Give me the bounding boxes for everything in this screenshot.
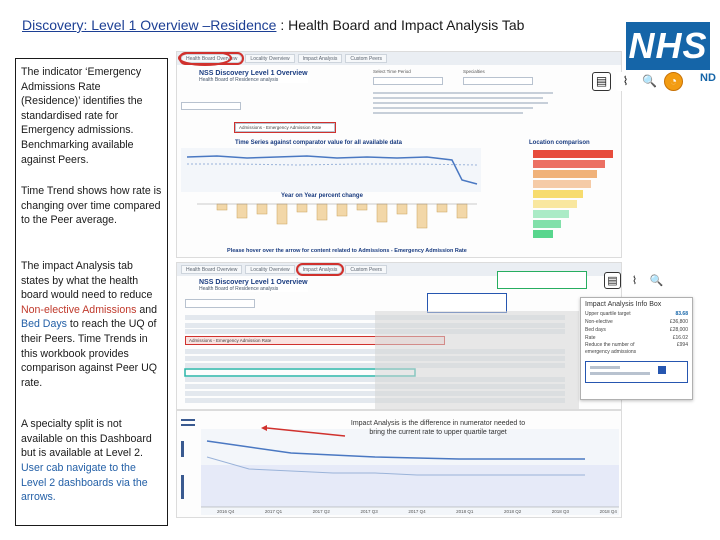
- zoom-icon[interactable]: 🔍: [648, 272, 665, 289]
- info-value: 83.68: [675, 311, 688, 317]
- x-tick: 2018 Q2: [503, 509, 522, 514]
- explanation-para-trend: Time Trend shows how rate is changing ov…: [21, 185, 162, 227]
- pdf-icon[interactable]: ▤: [604, 272, 621, 289]
- bed-days-text: Bed Days: [21, 318, 67, 331]
- tab-locality-overview[interactable]: Locality Overview: [245, 54, 295, 63]
- impact-dashboard-title: NSS Discovery Level 1 Overview: [199, 279, 308, 286]
- time-period-label: Select Time Period: [373, 69, 411, 74]
- yoy-caption: Year on Year percent change: [281, 193, 363, 199]
- overview-graphics: [178, 52, 613, 238]
- x-tick: 2017 Q4: [408, 509, 426, 514]
- info-row: Non-elective £36,800: [585, 318, 688, 326]
- info-value: £28,000: [669, 327, 688, 333]
- info-row: Rate £16.02: [585, 334, 688, 342]
- location-caption: Location comparison: [529, 140, 590, 146]
- impact-dashboard-subtitle: Health Board of Residence analysis: [199, 286, 279, 292]
- impact-heading: NSS Discovery Level 1 Overview Health Bo…: [199, 279, 308, 292]
- tab-health-board-overview[interactable]: Health Board Overview: [178, 52, 245, 65]
- info-legend: [585, 361, 688, 383]
- explanation-para-impact: The impact Analysis tab states by what t…: [21, 259, 162, 390]
- overview-tabbar: Health Board Overview Locality Overview …: [177, 52, 621, 65]
- info-legend-graphic: [590, 366, 666, 375]
- title-rest: : Health Board and Impact Analysis Tab: [276, 17, 525, 33]
- nhs-logo-tail: ND: [700, 72, 716, 84]
- tab-health-board-overview-2[interactable]: Health Board Overview: [181, 265, 243, 274]
- impact-text-b: and: [136, 303, 158, 316]
- overview-screenshot: Health Board Overview Locality Overview …: [176, 51, 622, 258]
- impact-screenshot: Health Board Overview Locality Overview …: [176, 262, 622, 410]
- info-label: Reduce the number of emergency admission…: [585, 342, 637, 355]
- tab-custom-peers-2[interactable]: Custom Peers: [345, 265, 388, 274]
- trend-x-axis: 2016 Q4 2017 Q1 2017 Q2 2017 Q3 2017 Q4 …: [217, 509, 617, 514]
- x-tick: 2018 Q1: [456, 509, 474, 514]
- x-tick: 2017 Q3: [360, 509, 378, 514]
- x-tick: 2016 Q4: [217, 509, 235, 514]
- title-link[interactable]: Discovery: Level 1 Overview –Residence: [22, 17, 277, 33]
- zoom-icon[interactable]: 🔍: [640, 71, 659, 91]
- x-tick: 2017 Q1: [264, 509, 283, 514]
- overview-heading: NSS Discovery Level 1 Overview Health Bo…: [199, 70, 308, 83]
- print-icon[interactable]: ⌇: [616, 71, 635, 91]
- specialties-dropdown[interactable]: [463, 77, 533, 85]
- page-title: Discovery: Level 1 Overview –Residence :…: [22, 14, 612, 36]
- info-box-title: Impact Analysis Info Box: [585, 301, 662, 308]
- info-label: Bed days: [585, 327, 606, 333]
- tab-custom-peers[interactable]: Custom Peers: [345, 54, 388, 63]
- overview-dashboard-subtitle: Health Board of Residence analysis: [199, 77, 279, 83]
- speedometer-icon[interactable]: ◔: [664, 71, 683, 91]
- overview-dashboard-title: NSS Discovery Level 1 Overview: [199, 70, 308, 77]
- impact-table-graphics: [184, 311, 579, 409]
- info-label: Non-elective: [585, 319, 613, 325]
- specialty-text-a: A specialty split is not available on th…: [21, 418, 152, 460]
- tab-impact-analysis-2[interactable]: Impact Analysis: [295, 263, 345, 276]
- tab-locality-overview-2[interactable]: Locality Overview: [245, 265, 295, 274]
- impact-toolbar-icons: ▤ ⌇ 🔍: [604, 272, 665, 289]
- indicator-selector[interactable]: Admissions - Emergency Admission Rate: [234, 122, 336, 133]
- time-period-dropdown[interactable]: [373, 77, 443, 85]
- info-value: £36,800: [669, 319, 688, 325]
- x-tick: 2018 Q4: [599, 509, 617, 514]
- explanation-para-specialty: A specialty split is not available on th…: [21, 417, 162, 505]
- info-row: Bed days £28,000: [585, 326, 688, 334]
- hover-note: Please hover over the arrow for content …: [227, 248, 467, 254]
- info-value: £16.02: [672, 335, 688, 341]
- impact-info-box: Impact Analysis Info Box Upper quartile …: [580, 297, 693, 400]
- tab-impact-analysis[interactable]: Impact Analysis: [297, 54, 343, 63]
- info-label: Upper quartile target: [585, 311, 631, 317]
- info-label: Rate: [585, 335, 596, 341]
- toolbar-icons: ▤ ⌇ 🔍 ◔: [592, 70, 710, 92]
- nhs-logo: NHS: [626, 22, 710, 70]
- x-tick: 2018 Q3: [551, 509, 570, 514]
- explanation-para-indicator: The indicator ‘Emergency Admissions Rate…: [21, 66, 143, 166]
- info-value: £994: [676, 342, 688, 348]
- info-row: Upper quartile target 83.68: [585, 310, 688, 318]
- pdf-icon[interactable]: ▤: [592, 71, 611, 91]
- info-row: Reduce the number of emergency admission…: [585, 342, 688, 356]
- impact-board-dropdown[interactable]: [185, 299, 255, 308]
- trend-screenshot: 2016 Q4 2017 Q1 2017 Q2 2017 Q3 2017 Q4 …: [176, 410, 622, 518]
- print-icon[interactable]: ⌇: [626, 272, 643, 289]
- navigate-text: User cab navigate to the Level 2 dashboa…: [21, 462, 148, 504]
- specialties-selector[interactable]: [497, 271, 587, 289]
- time-series-caption: Time Series against comparator value for…: [235, 140, 402, 146]
- trend-graphics: [181, 419, 619, 515]
- impact-text-a: The impact Analysis tab states by what t…: [21, 259, 153, 302]
- health-board-dropdown[interactable]: [181, 102, 241, 110]
- x-tick: 2017 Q2: [312, 509, 330, 514]
- specialties-label: Specialties: [463, 69, 485, 74]
- non-elective-text: Non-elective Admissions: [21, 303, 137, 316]
- impact-analysis-note: Impact Analysis is the difference in num…: [350, 420, 526, 436]
- impact-text-c: to reach the UQ of their Peers. Time Tre…: [21, 318, 158, 389]
- explanation-panel: The indicator ‘Emergency Admissions Rate…: [15, 58, 168, 526]
